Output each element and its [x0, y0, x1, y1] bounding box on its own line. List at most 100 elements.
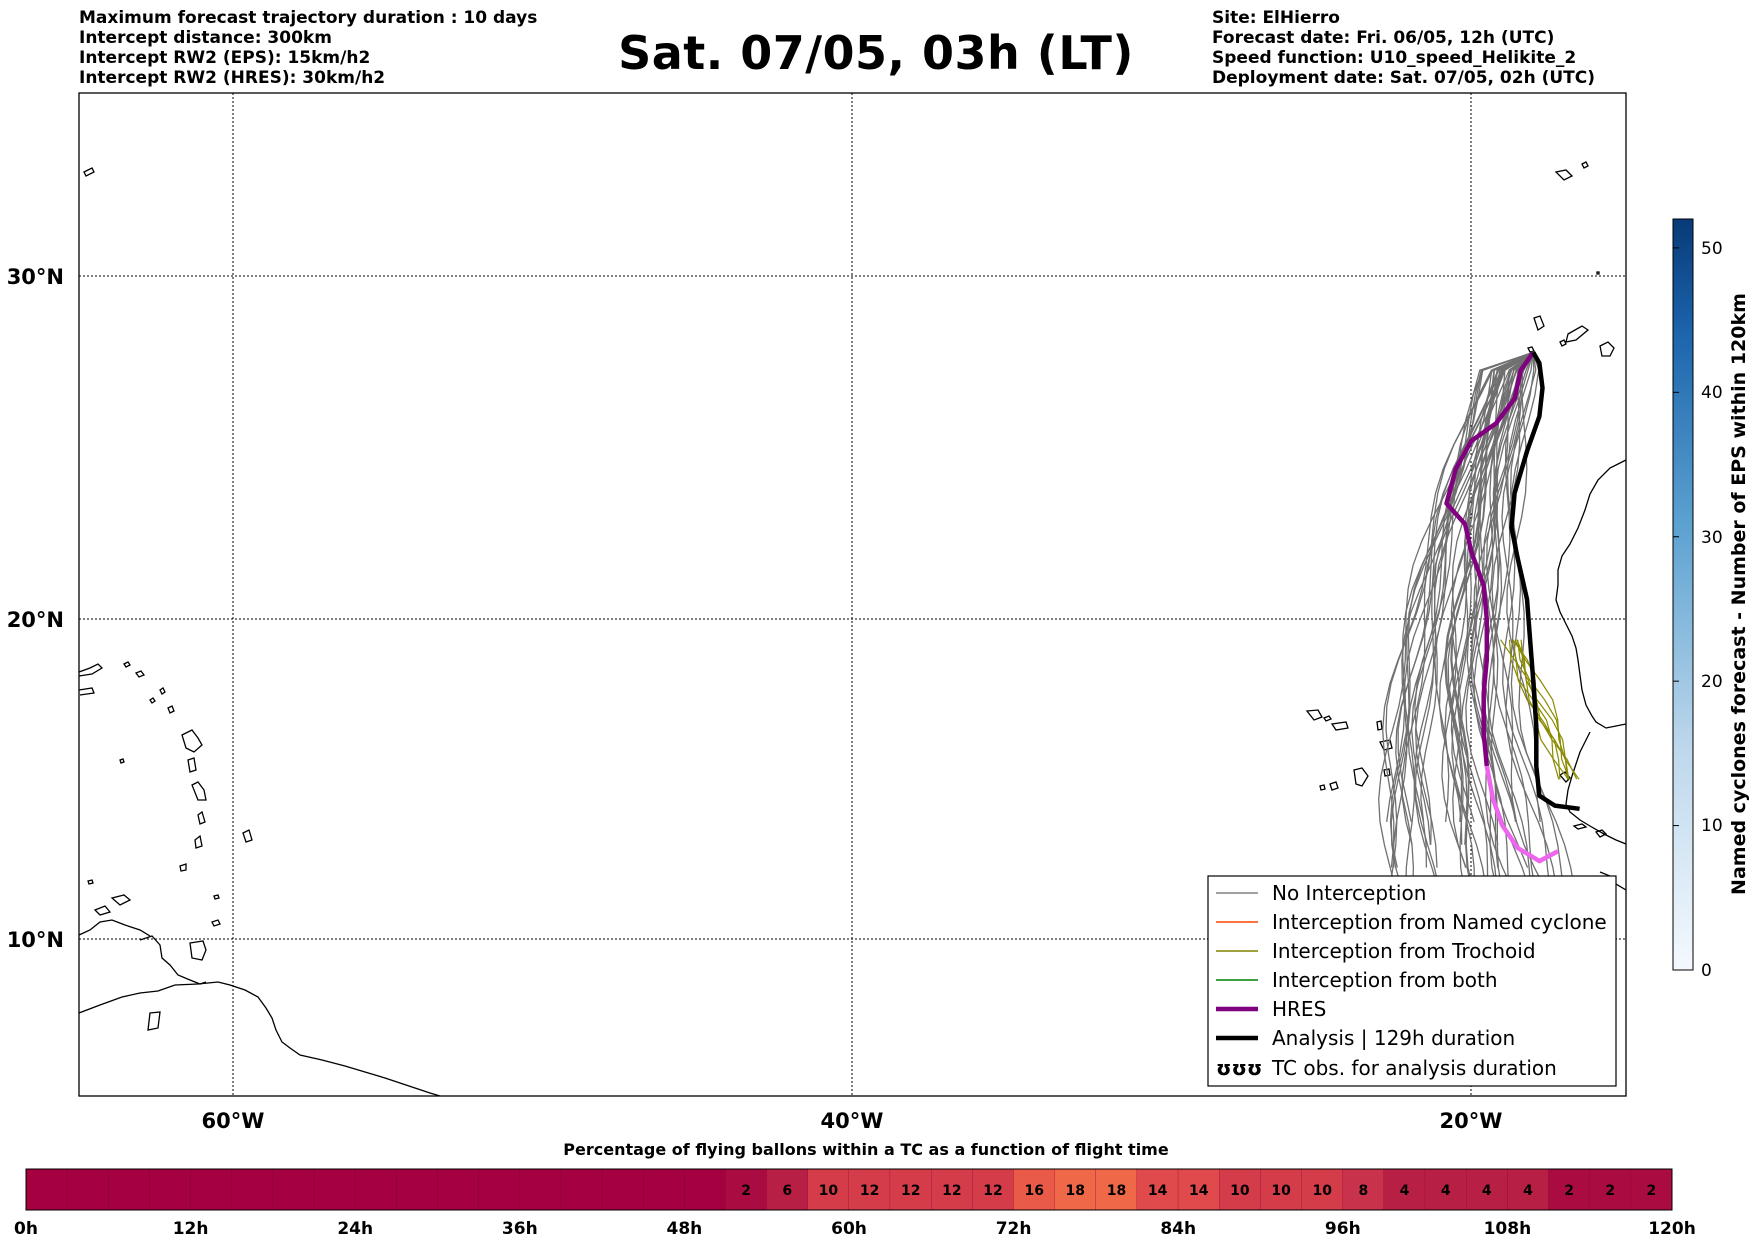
timeline-tick-label: 108h: [1484, 1219, 1532, 1239]
colorbar-tick-30: 30: [1701, 528, 1723, 548]
colorbar-tick-40: 40: [1701, 383, 1723, 403]
lon-label-40w: 40°W: [821, 1109, 884, 1133]
island-selvagens: [1596, 271, 1600, 275]
eps-member-trajectory: [1473, 352, 1534, 914]
timeline-cell: [1630, 1169, 1672, 1210]
trochoid-member-trajectory: [1508, 639, 1560, 780]
timeline-cell: [1384, 1169, 1426, 1210]
island-virgin-2: [134, 670, 146, 678]
island-tobago: [211, 919, 221, 927]
eps-member-trajectory: [1382, 351, 1534, 868]
timeline-cell: [931, 1169, 973, 1210]
eps-member-trajectory: [1501, 352, 1561, 914]
coast-maracaibo: [79, 919, 151, 937]
island-cv-sao-nicolau: [1330, 721, 1349, 731]
timeline-cell-value: 10: [819, 1183, 839, 1199]
island-la-palma: [1533, 315, 1545, 332]
island-barbados: [242, 829, 253, 843]
timeline-cell-value: 6: [782, 1183, 792, 1199]
island-porto-santo: [1581, 161, 1589, 169]
eps-member-trajectory: [1411, 351, 1534, 845]
timeline-panel: Percentage of flying ballons within a TC…: [14, 1140, 1696, 1239]
header-line-rw2-hres: Intercept RW2 (HRES): 30km/h2: [79, 68, 386, 88]
trajectories: [1378, 351, 1580, 936]
eps-member-trajectory: [1404, 351, 1534, 936]
island-el-hierro: [1527, 346, 1535, 353]
eps-member-trajectory: [1386, 351, 1534, 822]
timeline-cell-value: 10: [1271, 1183, 1291, 1199]
header-line-deployment-date: Deployment date: Sat. 07/05, 02h (UTC): [1212, 68, 1596, 88]
island-cv-sal: [1376, 720, 1383, 731]
timeline-cell: [1425, 1169, 1467, 1210]
timeline-cell-value: 4: [1441, 1183, 1451, 1199]
lat-label-10n: 10°N: [7, 928, 64, 952]
timeline-cell: [725, 1169, 767, 1210]
timeline-cell-value: 12: [942, 1183, 961, 1199]
timeline-cell: [1137, 1169, 1179, 1210]
island-small-1: [213, 894, 220, 900]
eps-member-trajectory: [1483, 352, 1534, 823]
lon-label-60w: 60°W: [202, 1109, 265, 1133]
island-tenerife: [1565, 325, 1590, 343]
trochoid-member-trajectory: [1520, 639, 1569, 780]
island-cv-santo-antao: [1305, 709, 1323, 721]
legend-label-both: Interception from both: [1272, 968, 1498, 992]
coast-bijagos: [1594, 829, 1608, 838]
island-cv-santiago: [1353, 767, 1369, 787]
header-line-duration: Maximum forecast trajectory duration : 1…: [79, 8, 538, 28]
timeline-cell: [849, 1169, 891, 1210]
colorbar-gradient: [1672, 218, 1694, 971]
header-line-rw2-eps: Intercept RW2 (EPS): 15km/h2: [79, 48, 371, 68]
eps-member-trajectory: [1434, 351, 1534, 822]
legend: No Interception Interception from Named …: [1207, 875, 1617, 1087]
timeline-cell-value: 16: [1024, 1183, 1043, 1199]
eps-member-trajectory: [1450, 351, 1534, 891]
island-martinique: [191, 781, 207, 801]
coast-venezuela-bay: [139, 935, 207, 985]
island-virgin-1: [123, 661, 131, 668]
hres-trajectory: [1444, 351, 1536, 767]
timeline-cell-value: 8: [1359, 1183, 1369, 1199]
header-right: Site: ElHierro Forecast date: Fri. 06/05…: [1212, 8, 1595, 88]
header-left: Maximum forecast trajectory duration : 1…: [79, 8, 537, 88]
timeline-cell: [1178, 1169, 1220, 1210]
eps-member-trajectory: [1444, 351, 1534, 822]
timeline-tick-label: 0h: [14, 1219, 38, 1239]
timeline-cell: [1342, 1169, 1384, 1210]
timeline-cell: [1466, 1169, 1508, 1210]
timeline-cell-value: 12: [860, 1183, 879, 1199]
timeline-cell-value: 4: [1482, 1183, 1492, 1199]
island-puerto-rico: [79, 687, 95, 696]
timeline-cell-value: 12: [983, 1183, 1002, 1199]
eps-member-trajectory: [1473, 351, 1534, 914]
legend-label-tc-obs: TC obs. for analysis duration: [1271, 1056, 1557, 1080]
trochoid-member-trajectory: [1516, 639, 1580, 780]
timeline-cell-value: 2: [741, 1183, 751, 1199]
timeline-cell: [972, 1169, 1014, 1210]
legend-label-analysis: Analysis | 129h duration: [1272, 1026, 1515, 1050]
timeline-cell-value: 2: [1564, 1183, 1574, 1199]
colorbar-ticks: [1673, 247, 1679, 971]
colorbar-label: Named cyclones forecast - Number of EPS …: [1728, 293, 1750, 895]
legend-label-trochoid: Interception from Trochoid: [1272, 939, 1536, 963]
tc-obs-icon: ʊʊʊ: [1216, 1056, 1262, 1080]
island-trinidad: [189, 940, 207, 961]
timeline-cell-value: 14: [1148, 1183, 1168, 1199]
analysis-trajectory: [1509, 351, 1580, 812]
island-st-lucia: [197, 810, 206, 825]
map-frame: [78, 92, 1627, 1097]
lat-label-30n: 30°N: [7, 265, 64, 289]
eps-member-trajectory: [1487, 352, 1534, 891]
hres-trajectory-tail: [1484, 765, 1559, 864]
timeline-cell-value: 4: [1523, 1183, 1533, 1199]
timeline-tick-label: 96h: [1325, 1219, 1361, 1239]
island-cv-sao-vicente: [1323, 715, 1332, 722]
eps-trajectories: [1378, 351, 1579, 936]
timeline-cell-value: 10: [1312, 1183, 1332, 1199]
timeline-tick-label: 84h: [1160, 1219, 1196, 1239]
eps-member-trajectory: [1378, 351, 1534, 891]
colorbar-tick-0: 0: [1701, 961, 1712, 981]
timeline-cell-value: 2: [1647, 1183, 1657, 1199]
island-la-gomera: [1559, 339, 1567, 347]
